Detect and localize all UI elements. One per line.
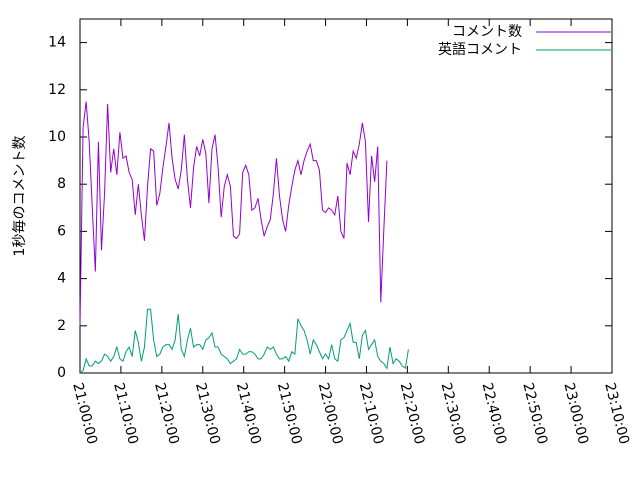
- x-tick-label: 21:00:00: [69, 381, 100, 446]
- series-line-1: [79, 101, 388, 326]
- x-tick-label: 22:00:00: [315, 381, 346, 446]
- x-tick-label: 22:50:00: [519, 381, 550, 446]
- y-tick-label: 12: [48, 82, 66, 98]
- x-axis: 21:00:00 21:10:00 21:20:00 21:30:00 21:40:00…: [69, 19, 632, 446]
- y-tick-label: 2: [57, 318, 66, 334]
- x-tick-label: 23:10:00: [601, 381, 632, 446]
- plot-frame: [79, 18, 613, 374]
- y-tick-label: 0: [57, 365, 66, 381]
- y-tick-label: 14: [48, 35, 66, 51]
- series-line-2: [79, 308, 409, 374]
- y-tick-label: 10: [48, 129, 66, 145]
- y-axis: 0 2 4 6 8 10 12 14: [48, 35, 612, 381]
- y-tick-label: 8: [57, 176, 66, 192]
- x-tick-label: 23:00:00: [560, 381, 591, 446]
- x-tick-label: 22:30:00: [438, 381, 469, 446]
- x-tick-label: 21:20:00: [151, 381, 182, 446]
- x-tick-label: 22:20:00: [397, 381, 428, 446]
- x-tick-label: 21:30:00: [192, 381, 223, 446]
- x-tick-label: 21:10:00: [110, 381, 141, 446]
- x-tick-label: 21:50:00: [274, 381, 305, 446]
- x-tick-label: 22:40:00: [478, 381, 509, 446]
- y-tick-label: 6: [57, 223, 66, 239]
- series-layer: [79, 101, 409, 374]
- x-tick-label: 21:40:00: [233, 381, 264, 446]
- legend-label-1: コメント数: [452, 24, 522, 40]
- y-tick-label: 4: [57, 271, 66, 287]
- y-axis-label: 1秒毎のコメント数: [12, 136, 28, 257]
- x-tick-label: 22:10:00: [356, 381, 387, 446]
- legend-label-2: 英語コメント: [438, 41, 522, 58]
